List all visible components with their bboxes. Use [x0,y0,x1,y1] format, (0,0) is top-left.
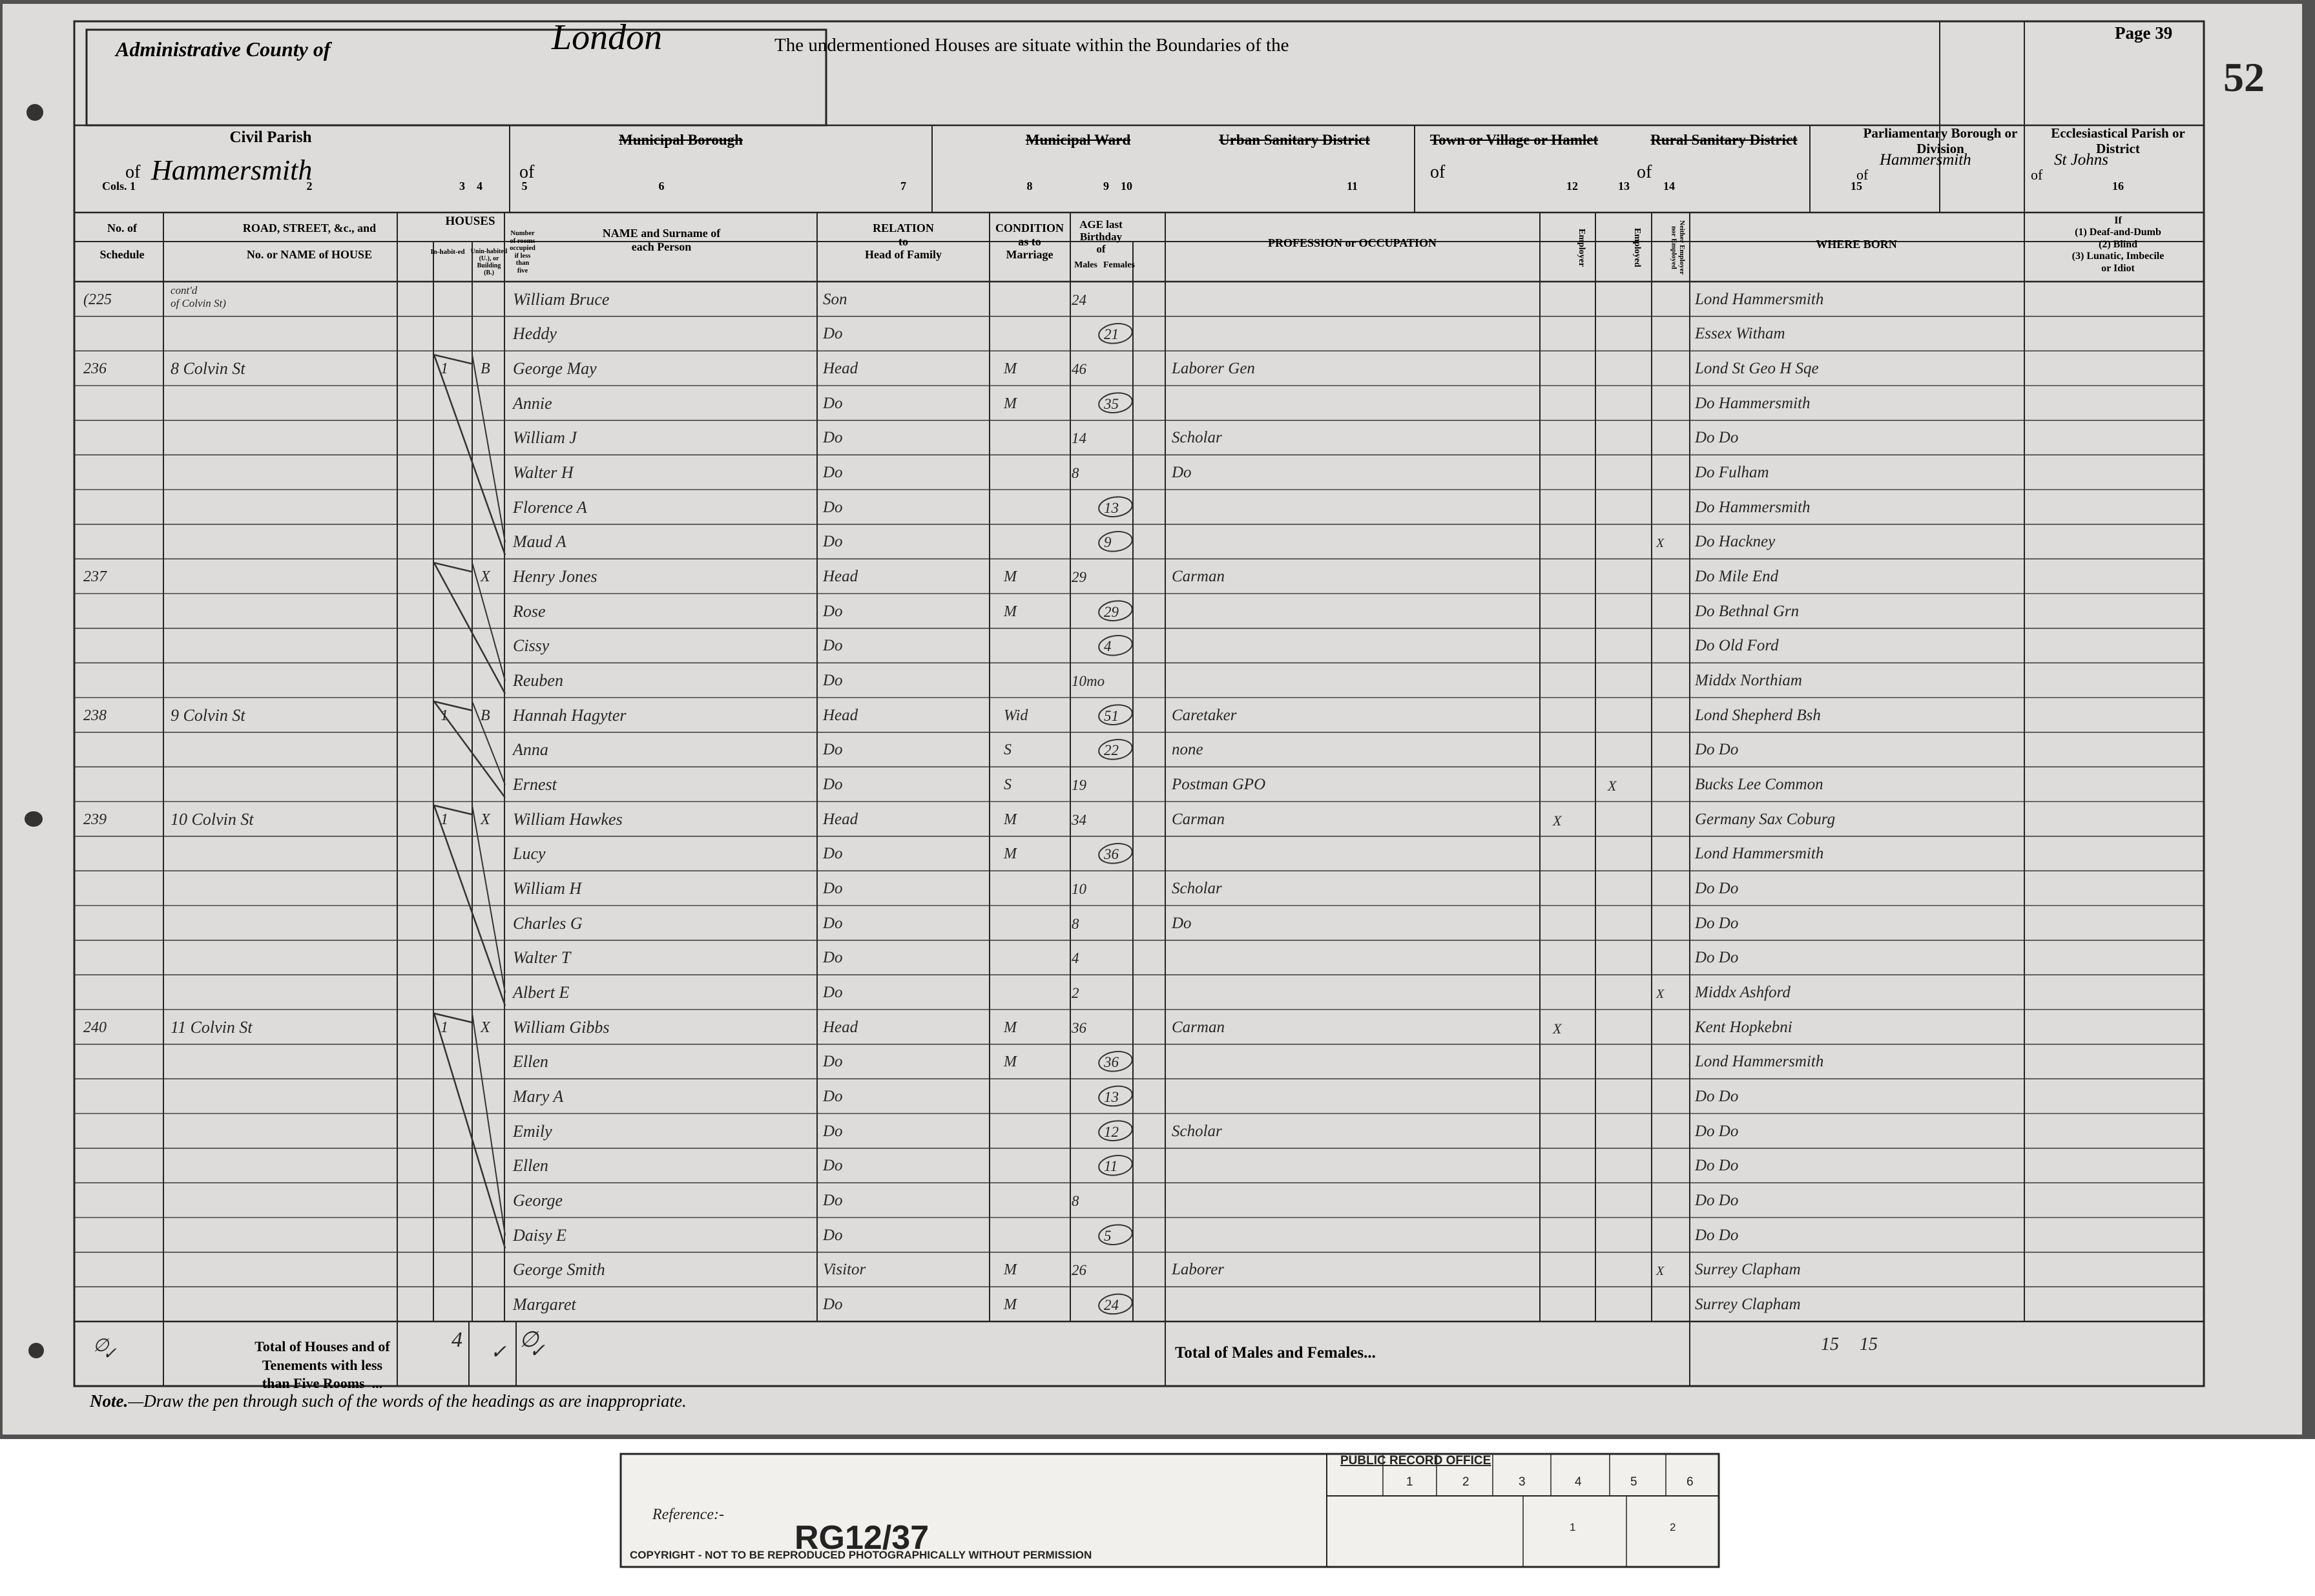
svg-text:1: 1 [1406,1475,1413,1489]
svg-text:Reference:-: Reference:- [652,1506,724,1523]
svg-text:PUBLIC RECORD OFFICE: PUBLIC RECORD OFFICE [1340,1454,1491,1467]
svg-text:2: 2 [1462,1475,1469,1489]
svg-text:COPYRIGHT - NOT TO BE REPRODUC: COPYRIGHT - NOT TO BE REPRODUCED PHOTOGR… [630,1549,1092,1561]
svg-text:6: 6 [1687,1475,1694,1489]
svg-text:2: 2 [1670,1521,1676,1533]
svg-text:3: 3 [1519,1475,1526,1489]
svg-text:4: 4 [1575,1475,1582,1489]
svg-text:5: 5 [1630,1475,1637,1489]
svg-text:1: 1 [1570,1521,1575,1533]
